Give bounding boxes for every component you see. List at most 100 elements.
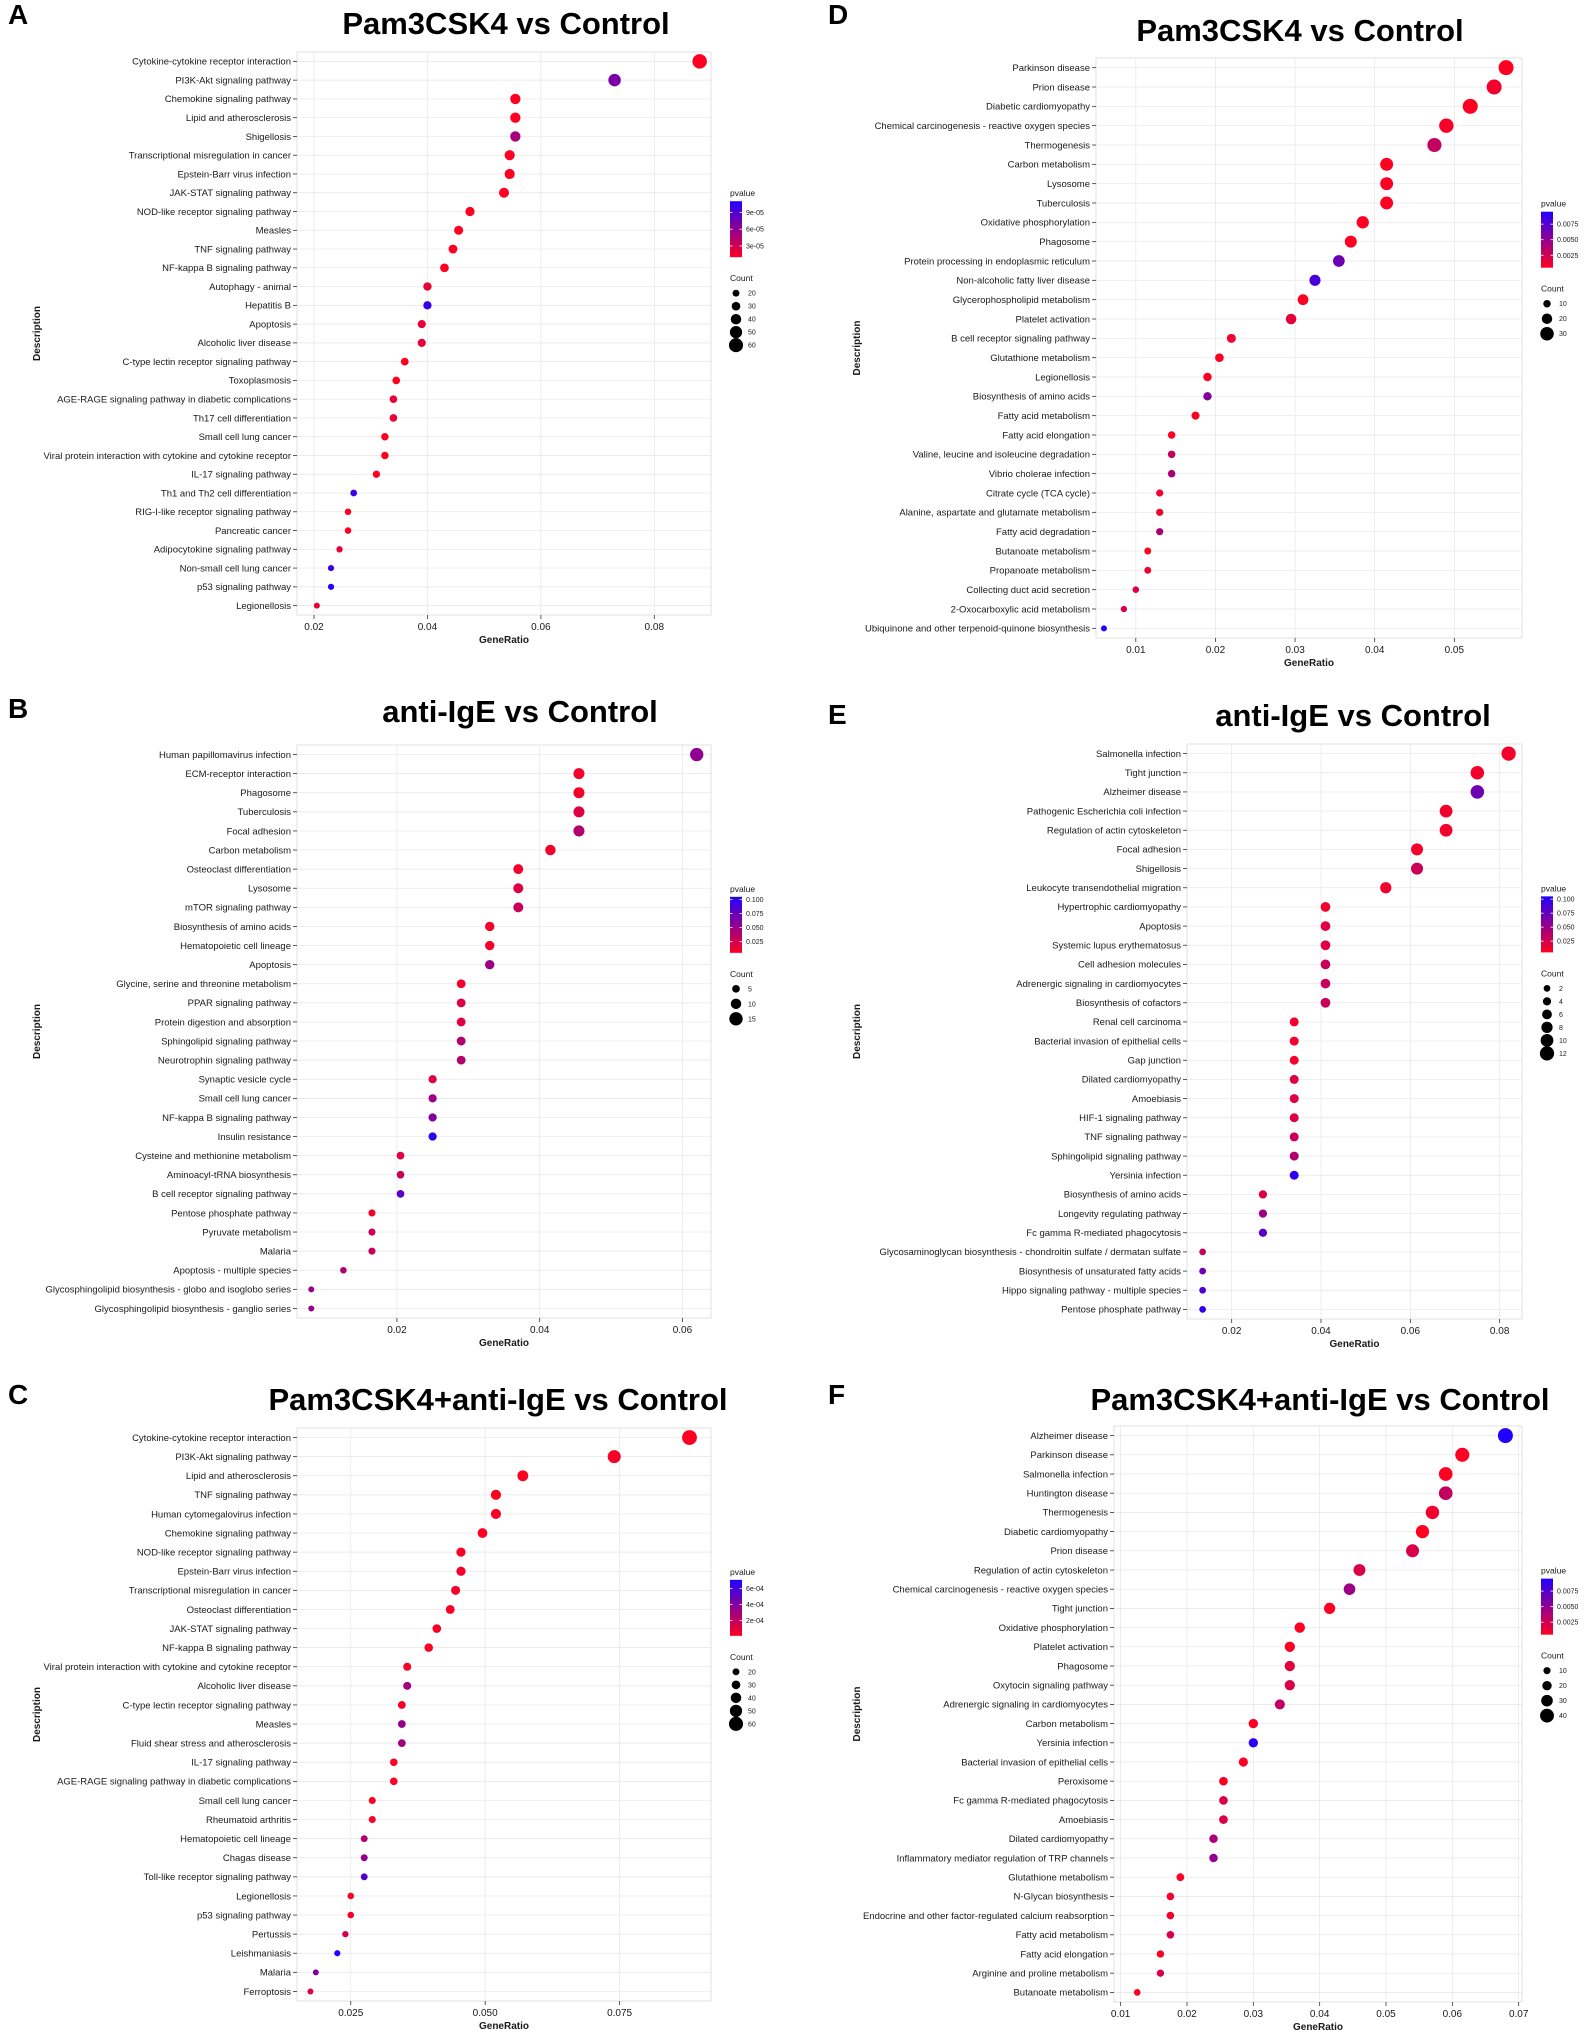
- data-point: [428, 1132, 437, 1141]
- category-label: Glycerophospholipid metabolism: [953, 295, 1090, 306]
- category-label: Renal cell carcinoma: [1093, 1017, 1182, 1028]
- category-label: Carbon metabolism: [1008, 160, 1090, 171]
- category-label: Transcriptional misregulation in cancer: [129, 151, 291, 162]
- data-point: [1289, 1055, 1299, 1065]
- data-point: [456, 1017, 466, 1027]
- y-axis-label: Description: [852, 1004, 863, 1059]
- category-label: Osteoclast differentiation: [187, 864, 291, 875]
- data-point: [1439, 823, 1453, 837]
- x-tick-label: 0.06: [673, 1325, 693, 1336]
- size-legend-title: Count: [1541, 284, 1564, 294]
- color-legend-bar: [730, 201, 742, 258]
- data-point: [403, 1662, 412, 1671]
- color-legend-title: pvalue: [1541, 1566, 1566, 1576]
- data-point: [1167, 469, 1176, 478]
- size-legend-label: 20: [1559, 316, 1567, 323]
- size-legend-label: 50: [748, 330, 756, 337]
- data-point: [513, 883, 524, 894]
- size-legend-label: 2: [1559, 986, 1563, 993]
- data-point: [499, 187, 509, 198]
- color-legend-bar: [730, 1579, 742, 1636]
- data-point: [1289, 1132, 1299, 1142]
- data-point: [445, 1605, 455, 1614]
- size-legend-title: Count: [730, 969, 753, 979]
- category-label: Systemic lupus erythematosus: [1052, 941, 1181, 952]
- data-point: [477, 1528, 488, 1538]
- size-legend-dot: [729, 1012, 743, 1026]
- y-axis-label: Description: [32, 306, 43, 361]
- data-point: [690, 747, 704, 762]
- data-point: [1411, 843, 1424, 856]
- data-point: [1144, 566, 1152, 574]
- category-label: Prion disease: [1032, 82, 1090, 93]
- category-label: Regulation of actin cytoskeleton: [974, 1565, 1108, 1576]
- data-point: [1498, 60, 1514, 76]
- data-point: [440, 263, 449, 273]
- y-axis-label: Description: [852, 320, 863, 375]
- category-label: Chemokine signaling pathway: [165, 94, 291, 105]
- category-label: Yersinia infection: [1110, 1171, 1181, 1182]
- data-point: [1156, 1950, 1165, 1958]
- category-label: Endocrine and other factor-regulated cal…: [863, 1911, 1108, 1922]
- category-label: NF-kappa B signaling pathway: [162, 263, 291, 274]
- category-label: Phagosome: [240, 788, 291, 799]
- category-label: Carbon metabolism: [1026, 1719, 1108, 1730]
- size-legend-dot: [732, 985, 740, 993]
- data-point: [1297, 294, 1309, 306]
- x-tick-label: 0.04: [1365, 645, 1385, 656]
- category-label: Shigellosis: [1136, 864, 1182, 875]
- size-legend-label: 10: [748, 1001, 756, 1008]
- data-point: [397, 1739, 406, 1748]
- category-label: Biosynthesis of amino acids: [973, 392, 1090, 403]
- category-label: AGE-RAGE signaling pathway in diabetic c…: [57, 1777, 291, 1788]
- data-point: [1289, 1017, 1299, 1027]
- category-label: Biosynthesis of amino acids: [174, 922, 291, 933]
- size-legend-dot: [729, 326, 743, 339]
- category-label: Citrate cycle (TCA cycle): [986, 488, 1090, 499]
- category-label: Sphingolipid signaling pathway: [1051, 1151, 1181, 1162]
- data-point: [1320, 978, 1331, 989]
- data-point: [389, 1777, 398, 1786]
- category-label: Bacterial invasion of epithelial cells: [1034, 1036, 1181, 1047]
- data-point: [456, 979, 466, 989]
- size-legend-dot: [1540, 1033, 1554, 1047]
- category-label: Biosynthesis of unsaturated fatty acids: [1019, 1266, 1181, 1277]
- data-point: [1120, 605, 1128, 613]
- data-point: [1285, 313, 1297, 325]
- x-tick-label: 0.06: [531, 622, 551, 633]
- data-point: [423, 301, 432, 310]
- plot-area: [1113, 1425, 1523, 2003]
- data-point: [417, 338, 426, 347]
- x-tick-label: 0.04: [1310, 2009, 1330, 2020]
- size-legend-label: 30: [1559, 331, 1567, 338]
- color-legend-label: 0.075: [746, 911, 764, 918]
- data-point: [1309, 274, 1321, 286]
- color-legend-label: 0.0025: [1557, 253, 1579, 260]
- category-label: Butanoate metabolism: [1013, 1988, 1108, 1999]
- category-label: Propanoate metabolism: [990, 566, 1090, 577]
- x-axis-label: GeneRatio: [1293, 2022, 1343, 2033]
- panel-letter: A: [8, 0, 28, 30]
- size-legend-title: Count: [1541, 1651, 1564, 1661]
- category-label: Sphingolipid signaling pathway: [161, 1036, 291, 1047]
- size-legend-dot: [728, 1716, 744, 1731]
- category-label: Ubiquinone and other terpenoid-quinone b…: [865, 624, 1090, 635]
- data-point: [1100, 625, 1107, 632]
- data-point: [381, 433, 389, 441]
- x-tick-label: 0.050: [473, 2008, 498, 2019]
- data-point: [368, 1228, 376, 1236]
- data-point: [573, 787, 585, 799]
- category-label: Tight junction: [1125, 768, 1181, 779]
- category-label: Focal adhesion: [227, 826, 291, 837]
- size-legend-dot: [1543, 299, 1551, 308]
- category-label: Lipid and atherosclerosis: [186, 113, 291, 124]
- category-label: Rheumatoid arthritis: [206, 1815, 291, 1826]
- category-label: B cell receptor signaling pathway: [951, 334, 1090, 345]
- data-point: [389, 414, 398, 422]
- data-point: [313, 602, 320, 609]
- data-point: [1380, 882, 1392, 894]
- category-label: mTOR signaling pathway: [185, 903, 291, 914]
- x-tick-label: 0.02: [1177, 2009, 1197, 2020]
- chart-title: Pam3CSK4+anti-IgE vs Control: [1090, 1382, 1549, 1417]
